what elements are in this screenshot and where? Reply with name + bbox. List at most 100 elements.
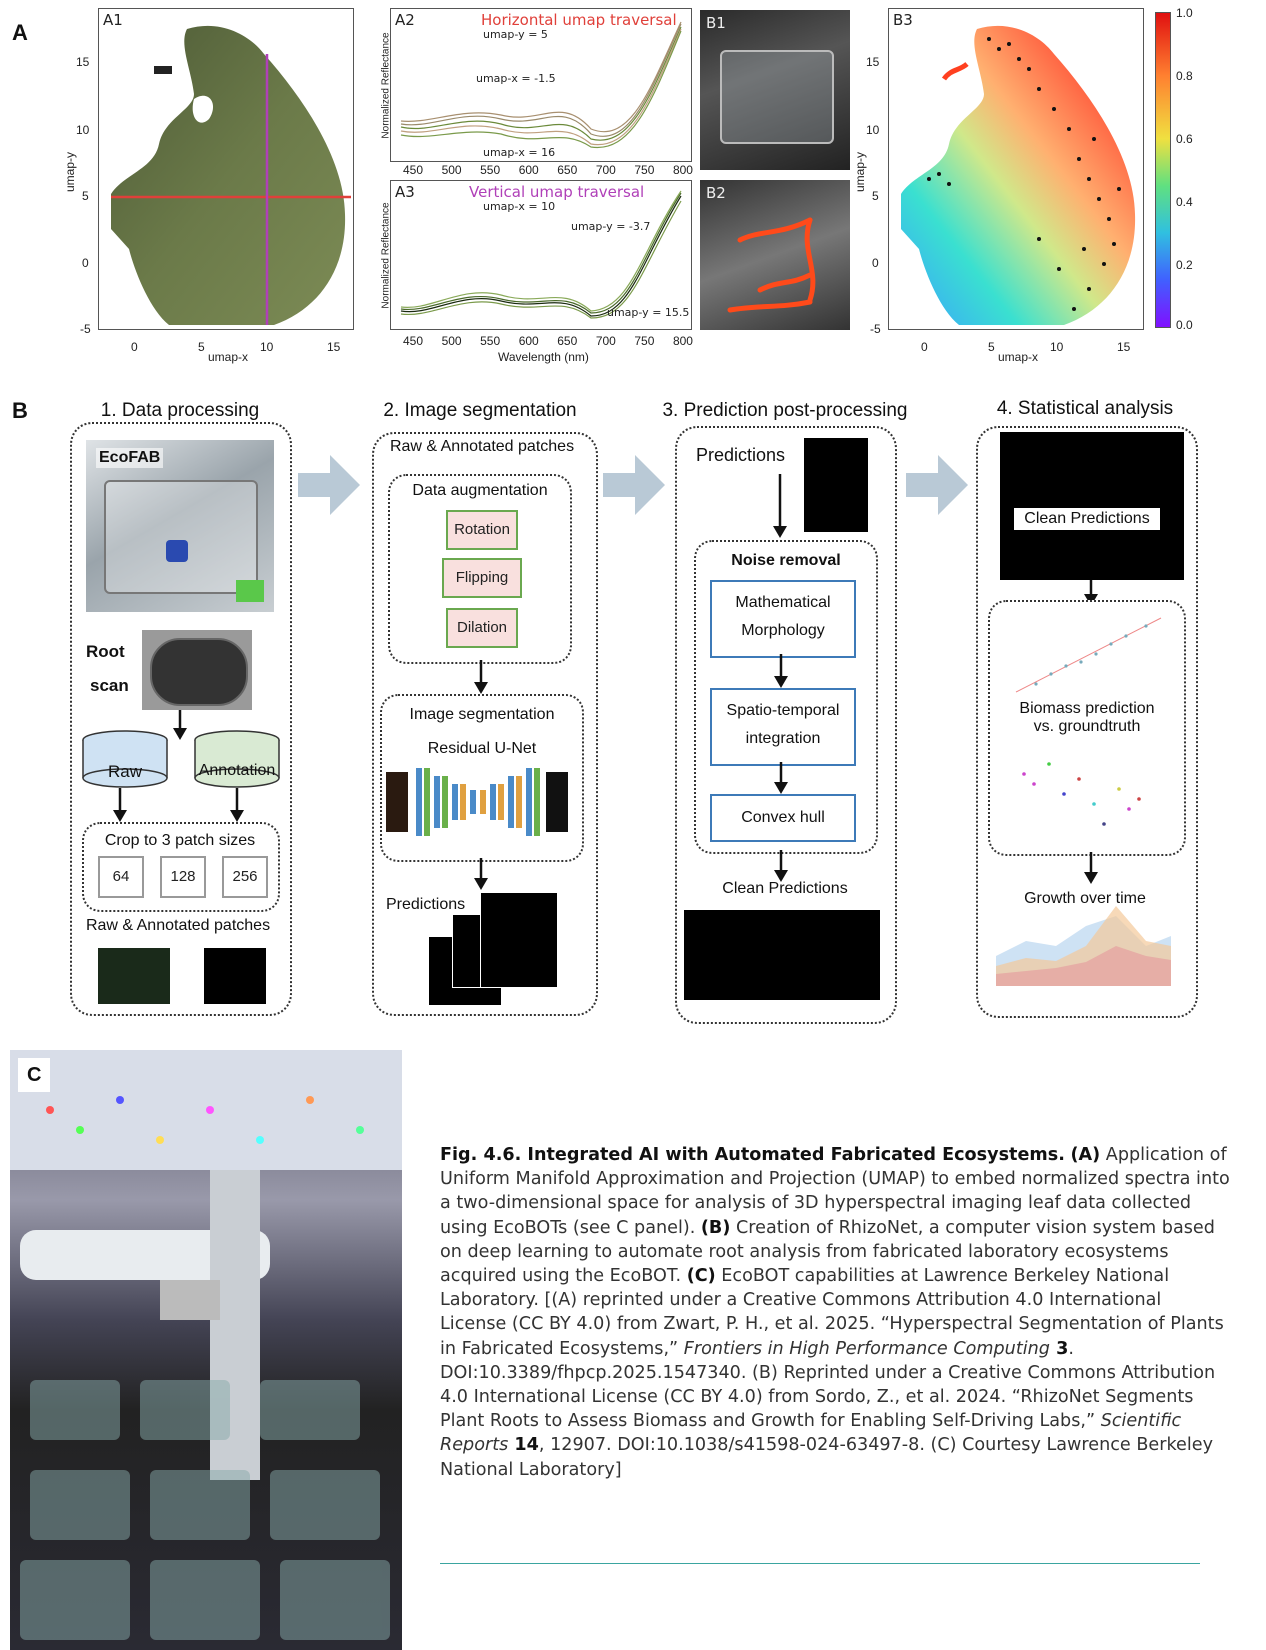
a3-annot-ym37: umap-y = -3.7 [571, 220, 651, 233]
ecofab-label: EcoFAB [96, 448, 164, 468]
a2-spectra-plot: A2 Horizontal umap traversal umap-y = 5 … [390, 8, 692, 162]
growth-areas [996, 906, 1171, 986]
b2-label: B2 [706, 184, 726, 202]
ecobot-scene [10, 1050, 402, 1640]
a3-xtick: 700 [595, 334, 616, 348]
a1-label: A1 [103, 11, 123, 29]
colorbar-tick-10: 1.0 [1176, 6, 1193, 20]
arrow-biomass-down [1084, 852, 1098, 884]
a3-xtick: 800 [672, 334, 693, 348]
arrow-raw-down [113, 788, 127, 822]
figure-caption: Fig. 4.6. Integrated AI with Automated F… [440, 1143, 1230, 1482]
ecofab-chamber [104, 480, 258, 594]
a2-spectra-lines [400, 21, 682, 149]
arrow-morph-down [774, 654, 788, 688]
a1-xlabel: umap-x [208, 350, 249, 364]
a1-ytick-5: 5 [82, 189, 89, 203]
caption-c-tag: (C) [686, 1266, 716, 1287]
root-scan-label-2: scan [90, 676, 129, 695]
annotation-label: Annotation [198, 762, 276, 779]
b3-ytick-10: 10 [866, 123, 880, 137]
b3-ytick-m5: -5 [870, 322, 881, 336]
a2-title: Horizontal umap traversal [481, 11, 677, 29]
a3-title: Vertical umap traversal [469, 183, 645, 201]
a1-ytick-10: 10 [76, 123, 90, 137]
b3-umap-plot: B3 [888, 8, 1144, 330]
step3-prediction-image [804, 438, 868, 532]
a3-xtick: 450 [403, 334, 424, 348]
crop-label: Crop to 3 patch sizes [104, 832, 256, 849]
flow-arrow-3 [906, 455, 968, 515]
b3-ylabel: umap-y [853, 151, 868, 193]
colorbar-tick-06: 0.6 [1176, 132, 1193, 146]
a2-ylabel: Normalized Reflectance [380, 32, 392, 139]
patch-size-256: 256 [222, 856, 268, 898]
caption-fig-title: Fig. 4.6. Integrated AI with Automated F… [440, 1145, 1065, 1165]
b3-xtick-0: 0 [921, 340, 928, 354]
panel-label-a: A [12, 20, 28, 45]
caption-vol-2: 14 [508, 1435, 539, 1456]
b3-xlabel: umap-x [998, 350, 1039, 364]
augmentation-label: Data augmentation [412, 482, 548, 499]
a2-annot-y5: umap-y = 5 [483, 28, 548, 41]
panel-label-b: B [12, 398, 28, 423]
b1-ecofab-photo: B1 [700, 10, 850, 170]
groundtruth-scatter [1022, 762, 1141, 826]
aug-dilation: Dilation [446, 608, 518, 648]
ecofab-tag [236, 580, 264, 602]
raw-patches-image [98, 948, 170, 1004]
a2-xtick: 700 [595, 163, 616, 177]
step3-clean-label: Clean Predictions [722, 880, 848, 897]
aug-rotation: Rotation [446, 510, 518, 550]
step3-clean-image [684, 910, 880, 1000]
network-label: Residual U-Net [427, 740, 537, 757]
patch-size-64: 64 [98, 856, 144, 898]
step2-patches-label: Raw & Annotated patches [389, 438, 575, 455]
b3-xtick-10: 10 [1050, 340, 1064, 354]
a1-xtick-15: 15 [327, 340, 341, 354]
a1-ytick-0: 0 [82, 256, 89, 270]
caption-vol-1: 3 [1049, 1338, 1069, 1359]
a2-annot-xm15: umap-x = -1.5 [476, 72, 556, 85]
biomass-label-1: Biomass prediction [1019, 700, 1155, 717]
step4-title: 4. Statistical analysis [996, 398, 1174, 419]
a2-xtick: 650 [557, 163, 578, 177]
biomass-scatter [1015, 617, 1162, 693]
step3-predictions-label: Predictions [696, 445, 786, 465]
flow-arrow-1 [298, 455, 360, 515]
ecofab-cap [166, 540, 188, 562]
caption-rule [440, 1563, 1200, 1564]
colorbar-tick-00: 0.0 [1176, 318, 1193, 332]
arrow-annotation-down [230, 788, 244, 822]
a1-ylabel: umap-y [63, 151, 78, 193]
arrow-seg-down [474, 858, 488, 890]
colorbar-tick-08: 0.8 [1176, 69, 1193, 83]
segmentation-label: Image segmentation [409, 706, 555, 723]
aug-flipping: Flipping [442, 558, 522, 598]
spatio-line-2: integration [745, 730, 821, 747]
caption-b-tag: (B) [700, 1217, 731, 1238]
root-scan-dish [150, 638, 248, 706]
arrow-hull-down [774, 850, 788, 882]
annotation-cylinder [194, 730, 280, 788]
a2-xtick: 450 [403, 163, 424, 177]
step2-title: 2. Image segmentation [383, 400, 577, 421]
a3-label: A3 [395, 183, 415, 201]
annotated-patches-image [204, 948, 266, 1004]
morphology-box: Mathematical Morphology [710, 580, 856, 658]
a3-annot-x10: umap-x = 10 [483, 200, 556, 213]
caption-ref1-tail: . DOI:10.3389/fhpcp.2025.1547340. (B) Re… [440, 1338, 1216, 1432]
growth-label: Growth over time [1024, 890, 1146, 907]
step1-title: 1. Data processing [100, 400, 260, 421]
a3-xtick: 550 [480, 334, 501, 348]
a3-spectra-lines [400, 190, 682, 319]
colorbar-tick-02: 0.2 [1176, 258, 1193, 272]
b1-label: B1 [706, 14, 726, 32]
a2-xtick: 600 [518, 163, 539, 177]
b2-roots [727, 217, 816, 313]
a3-xtick: 600 [518, 334, 539, 348]
a2-label: A2 [395, 11, 415, 29]
spatio-temporal-box: Spatio-temporal integration [710, 688, 856, 766]
growth-chart [986, 886, 1182, 992]
b3-manifold [901, 25, 1136, 325]
